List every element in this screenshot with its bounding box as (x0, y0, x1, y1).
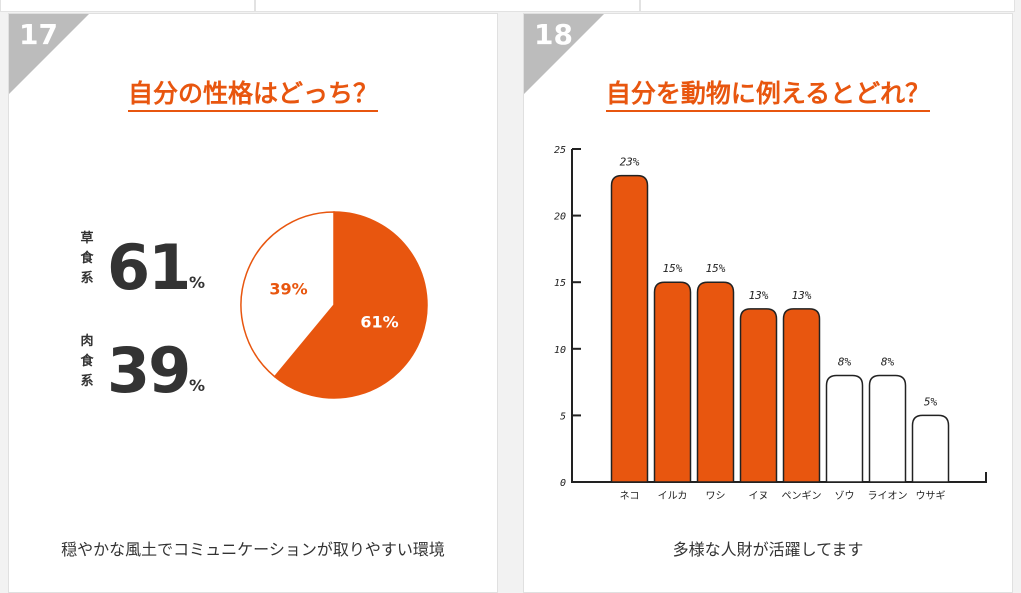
card-caption: 穏やかな風土でコミュニケーションが取りやすい環境 (61, 540, 445, 559)
stat-unit: % (189, 376, 206, 395)
pie-chart: 61% 39% (240, 211, 428, 399)
pie-slice (240, 211, 335, 378)
bar-data-label: 13% (792, 289, 812, 302)
bar-data-label: 23% (620, 156, 640, 169)
chart-axes (571, 149, 987, 483)
bar-data-label: 8% (838, 355, 852, 368)
x-category-label: イヌ (749, 491, 769, 502)
x-category-label: ワシ (706, 491, 726, 502)
pie-data-label: 61% (360, 312, 398, 331)
top-strip-segment (640, 0, 1015, 12)
bar-data-label: 15% (663, 262, 683, 275)
x-category-label: ゾウ (835, 490, 855, 502)
y-tick-label: 0 (560, 478, 566, 489)
number-badge: 17 (9, 14, 89, 94)
pie-slice (273, 211, 428, 399)
bar (868, 374, 907, 483)
x-category-label: ライオン (868, 490, 908, 502)
stat-label: 肉食系 (80, 334, 94, 389)
top-strip-segment (255, 0, 640, 12)
bar-data-label: 15% (706, 262, 726, 275)
bar (610, 174, 649, 483)
card-title: 自分の性格はどっち？ (9, 78, 497, 112)
bar (653, 281, 692, 483)
x-category-label: ウサギ (916, 490, 946, 502)
bar-chart: 0 5 10 15 20 25 23% ネコ 15% イルカ 15% ワシ 13% イヌ 13% ペンギン 8%… (554, 145, 987, 502)
stat-label: 草食系 (80, 231, 94, 286)
top-strip (0, 0, 1021, 12)
y-tick-label: 10 (554, 345, 566, 356)
card-personality: 17 自分の性格はどっち？ 草食系 61 % 肉食系 39 % 61% 39% 穏… (8, 13, 498, 593)
y-tick-label: 15 (554, 278, 566, 289)
bar (696, 281, 735, 483)
top-strip-segment (0, 0, 255, 12)
bar-data-label: 13% (749, 289, 769, 302)
bar (739, 308, 778, 483)
number-badge: 18 (524, 14, 604, 94)
bar (782, 308, 821, 483)
x-category-label: イルカ (658, 490, 688, 502)
card-caption: 多様な人財が活躍してます (672, 540, 864, 559)
card-title: 自分を動物に例えるとどれ？ (524, 78, 1012, 112)
pie-data-label: 39% (269, 280, 307, 299)
card-animal: 18 自分を動物に例えるとどれ？ 0 5 10 15 20 25 23% ネコ 15% イルカ 15… (523, 13, 1013, 593)
y-tick-label: 25 (554, 145, 566, 156)
x-category-label: ペンギン (782, 490, 822, 502)
bar (825, 374, 864, 483)
y-tick-label: 5 (560, 411, 566, 422)
card-number: 17 (19, 18, 58, 51)
stat-value: 61 (107, 231, 191, 304)
y-tick-label: 20 (554, 212, 566, 223)
bar-data-label: 5% (924, 395, 938, 408)
stat-value: 39 (107, 334, 191, 407)
card-number: 18 (534, 18, 573, 51)
bar-data-label: 8% (881, 355, 895, 368)
bar (911, 414, 950, 483)
x-category-label: ネコ (620, 490, 640, 502)
stat-unit: % (189, 273, 206, 292)
